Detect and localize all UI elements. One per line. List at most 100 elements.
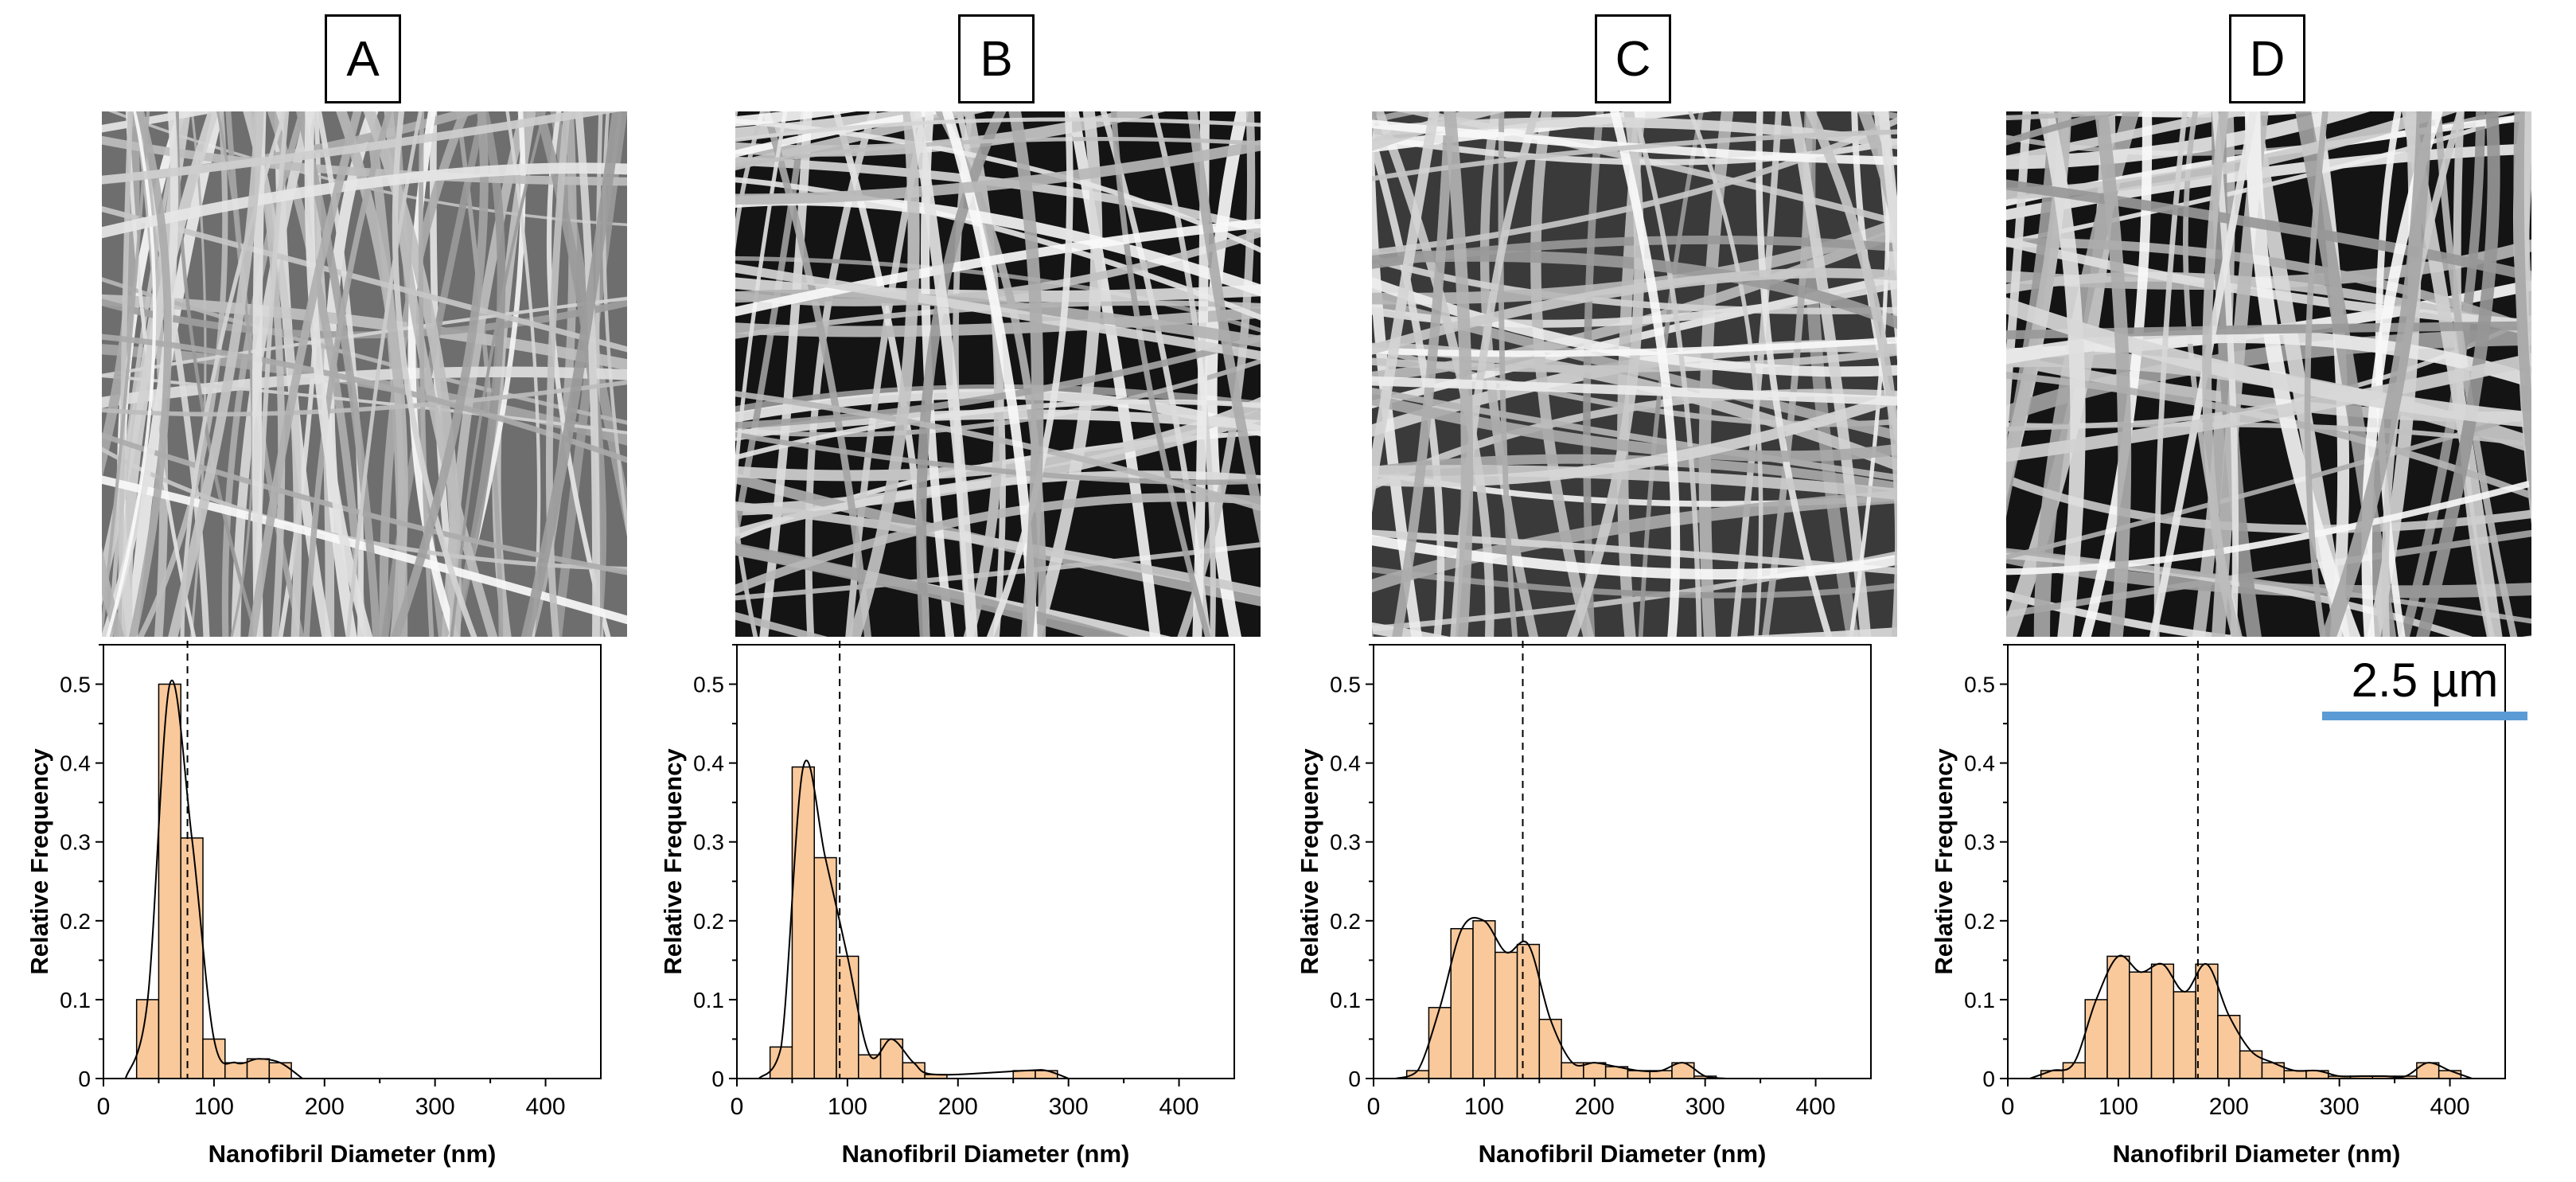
x-tick-label: 100 [2099,1094,2138,1120]
fiber-strand [2153,111,2188,637]
fiber-strand [392,111,477,637]
fiber-strand [1372,273,1897,409]
fiber-strand [1372,134,1897,166]
fiber-texture [2006,111,2531,637]
histogram-bar [2217,1014,2241,1079]
histogram-chart: 0 100 200 300 400 0 0.1 0.2 0.3 0.4 0.5 Nanofibril … [633,633,1238,1182]
fiber-strand [2202,111,2242,637]
fiber-strand [303,111,392,637]
panel-c: C 0 100 200 300 400 0 0.1 0.2 0.3 0.4 0.5 Nanofibri… [1270,0,1897,1182]
panel-a: A 0 100 200 300 400 0 0.1 0.2 0.3 0.4 0.5 Nanofibri… [0,0,627,1182]
y-tick-label: 0.5 [693,673,724,697]
fiber-strand [1498,111,1518,637]
fiber-strand [2149,111,2258,637]
histogram-bar [2239,1050,2263,1079]
x-tick-label: 0 [731,1094,744,1120]
fiber-strand [735,111,809,553]
histogram-bar [2062,1062,2086,1079]
histogram-bar [813,856,837,1079]
fiber-strand [735,136,1261,168]
fiber-strand [1187,111,1261,548]
fiber-strand [759,111,813,637]
fiber-strand [2094,111,2132,637]
fiber-strand [1610,111,1681,637]
histogram-bar [2129,971,2153,1079]
fiber-strand [1372,376,1897,406]
y-tick-label: 0.5 [1330,673,1361,697]
fiber-strand [108,111,185,637]
fiber-strand [1029,111,1103,637]
x-axis-label: Nanofibril Diameter (nm) [208,1140,497,1168]
histogram-svg: 0 100 200 300 400 0 0.1 0.2 0.3 0.4 0.5 Nanofibril … [1296,641,1872,1168]
fiber-strand [106,111,157,637]
y-tick-label: 0.5 [1964,673,1995,697]
y-tick-label: 0.4 [60,751,91,776]
fiber-strand [316,111,364,637]
fiber-strand [1372,337,1897,357]
histogram-svg: 0 100 200 300 400 0 0.1 0.2 0.3 0.4 0.5 Nanofibril … [25,641,602,1168]
histogram-bar [769,1046,793,1079]
fiber-strand [1372,250,1897,330]
histogram-bar [2106,955,2130,1079]
fiber-texture [1372,111,1897,637]
plot-frame [1373,644,1872,1079]
fiber-strand [2006,297,2531,428]
histogram-bar [180,837,204,1079]
fiber-strand [916,111,1007,637]
fiber-strand [545,111,571,637]
histogram-bar [135,999,160,1079]
fiber-strand [1372,111,1440,513]
histogram-bar [2438,1070,2462,1079]
panel-label: C [1595,14,1671,103]
fiber-strand [102,546,125,637]
fiber-strand [735,117,1261,142]
histogram-bar [1472,920,1496,1079]
fiber-strand [735,111,966,158]
histogram-svg: 0 100 200 300 400 0 0.1 0.2 0.3 0.4 0.5 Nanofibril … [659,641,1235,1168]
histogram-bar [858,1054,882,1079]
fiber-strand [735,611,828,637]
x-tick-label: 200 [2209,1094,2249,1120]
y-tick-label: 0.3 [693,830,724,855]
fiber-strand [128,111,172,637]
y-tick-label: 0 [1348,1067,1361,1091]
histogram-bar [158,683,181,1079]
fiber-strand [2006,111,2145,121]
scale-bar: 2.5 µm [2322,653,2527,732]
histogram-bar [246,1058,271,1079]
fiber-strand [735,111,985,140]
histogram-bar [202,1038,226,1079]
plot-frame [2007,644,2506,1079]
fiber-strand [986,111,1074,637]
fiber-strand [1110,111,1211,637]
x-tick-label: 400 [1159,1094,1199,1120]
fiber-strand [345,111,423,637]
y-tick-label: 0.1 [693,988,724,1012]
x-tick-label: 100 [194,1094,234,1120]
y-tick-label: 0.2 [1330,909,1361,934]
fiber-strand [2304,111,2329,637]
fiber-strand [304,111,373,637]
histogram-bar [1583,1062,1607,1079]
x-tick-label: 400 [526,1094,566,1120]
fiber-texture [102,111,627,637]
fiber-texture [735,111,1261,637]
fiber-strand [735,263,1261,361]
fiber-strand [2006,111,2260,166]
fiber-strand [735,493,1261,595]
fiber-strand [1443,111,1474,637]
histogram-bar [1538,1018,1562,1079]
histogram-bar [2173,991,2196,1079]
fiber-strand [1372,226,1897,382]
x-axis-label: Nanofibril Diameter (nm) [2113,1140,2401,1168]
histogram-bar [2040,1070,2064,1079]
fiber-strand [102,162,627,239]
histogram-chart: 0 100 200 300 400 0 0.1 0.2 0.3 0.4 0.5 Nanofibril … [1270,633,1875,1182]
panel-d: D 0 100 200 300 400 0 0.1 0.2 0.3 0.4 0.5 Nanofibri… [1904,0,2531,1182]
fiber-strand [520,111,623,637]
histogram-bar [1405,1070,1430,1079]
fiber-strand [1372,465,1897,500]
panel-b: B 0 100 200 300 400 0 0.1 0.2 0.3 0.4 0.5 Nanofibri… [633,0,1261,1182]
fiber-strand [1788,111,1872,637]
sem-image [102,111,627,637]
